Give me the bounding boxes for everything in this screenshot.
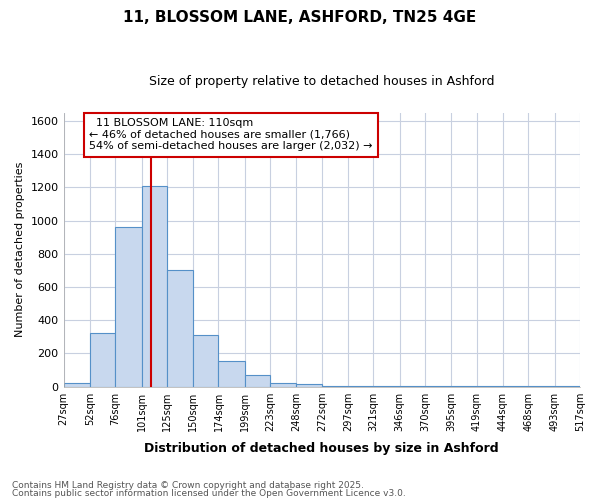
Bar [218,361,245,386]
Bar [193,335,218,386]
Bar [90,334,115,386]
Title: Size of property relative to detached houses in Ashford: Size of property relative to detached ho… [149,75,494,88]
Y-axis label: Number of detached properties: Number of detached properties [15,162,25,338]
Bar [270,383,296,386]
Bar [115,228,142,386]
Text: Contains HM Land Registry data © Crown copyright and database right 2025.: Contains HM Land Registry data © Crown c… [12,480,364,490]
Text: Contains public sector information licensed under the Open Government Licence v3: Contains public sector information licen… [12,489,406,498]
Bar [142,186,167,386]
Bar [64,383,90,386]
Text: 11, BLOSSOM LANE, ASHFORD, TN25 4GE: 11, BLOSSOM LANE, ASHFORD, TN25 4GE [124,10,476,25]
Text: 11 BLOSSOM LANE: 110sqm  
← 46% of detached houses are smaller (1,766)
54% of se: 11 BLOSSOM LANE: 110sqm ← 46% of detache… [89,118,373,152]
Bar [296,384,322,386]
Bar [245,375,270,386]
X-axis label: Distribution of detached houses by size in Ashford: Distribution of detached houses by size … [145,442,499,455]
Bar [167,270,193,386]
